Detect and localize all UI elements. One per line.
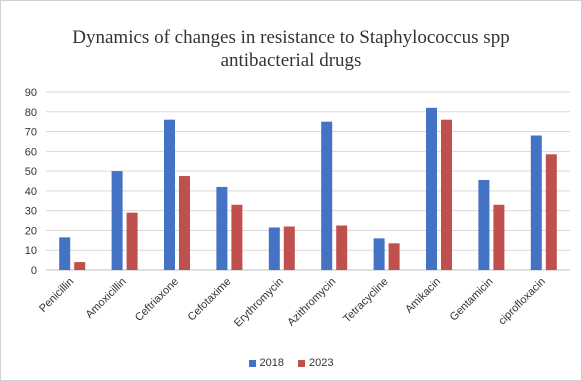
y-tick-label: 30 <box>25 206 37 218</box>
y-tick-label: 50 <box>25 166 37 178</box>
legend-label-2018: 2018 <box>259 357 284 369</box>
x-category-label: Tetracycline <box>341 276 391 326</box>
y-tick-label: 60 <box>25 146 37 158</box>
bar-2023-azithromycin <box>336 225 348 270</box>
bar-2018-azithromycin <box>321 121 333 271</box>
chart-title: Dynamics of changes in resistance to Sta… <box>0 26 582 72</box>
bar-2018-tetracycline <box>373 238 385 270</box>
bar-2018-amikacin <box>426 107 437 270</box>
bar-2018-penicillin <box>59 237 71 270</box>
bar-2023-amikacin <box>441 119 452 270</box>
x-category-label: Erythromycin <box>232 276 286 330</box>
legend-label-2023: 2023 <box>309 357 334 369</box>
bar-2023-gentamicin <box>493 204 505 270</box>
bar-2023-ceftriaxone <box>179 176 190 270</box>
x-category-label: Cefotaxime <box>186 276 234 324</box>
legend-item-2023: 2023 <box>298 357 333 369</box>
bar-2018-ciprofloxacin <box>530 135 542 270</box>
bar-2018-ceftriaxone <box>164 119 175 270</box>
y-tick-label: 70 <box>25 127 37 139</box>
bar-2023-tetracycline <box>388 243 400 270</box>
bar-2023-ciprofloxacin <box>545 154 557 270</box>
x-category-label: Azithromycin <box>285 276 338 329</box>
y-tick-label: 90 <box>25 87 37 99</box>
chart-title-line-2: antibacterial drugs <box>220 50 362 71</box>
bar-2023-erythromycin <box>283 226 295 270</box>
bar-2018-gentamicin <box>478 180 490 270</box>
chart-legend: 2018 2023 <box>0 357 582 369</box>
x-category-label: Ceftriaxone <box>133 276 181 324</box>
legend-swatch-2023 <box>298 359 305 367</box>
y-tick-label: 10 <box>25 245 37 257</box>
x-category-label: ciprofloxacin <box>496 276 548 328</box>
legend-swatch-2018 <box>248 359 256 367</box>
bar-2018-amoxicillin <box>111 171 123 270</box>
legend-item-2018: 2018 <box>248 357 284 369</box>
y-tick-label: 40 <box>25 186 37 198</box>
x-category-label: Amoxicillin <box>83 276 128 321</box>
bar-2018-erythromycin <box>268 227 280 270</box>
x-category-label: Amikacin <box>403 276 443 316</box>
x-category-label: Gentamicin <box>448 276 496 324</box>
bar-2023-amoxicillin <box>126 212 138 270</box>
x-category-label: Penicillin <box>37 276 76 315</box>
bar-2018-cefotaxime <box>216 186 228 270</box>
y-tick-label: 80 <box>25 107 37 119</box>
bar-2023-penicillin <box>74 262 86 270</box>
y-tick-label: 0 <box>31 265 37 277</box>
y-tick-label: 20 <box>25 225 37 237</box>
bar-2023-cefotaxime <box>231 204 243 270</box>
chart-title-line-1: Dynamics of changes in resistance to Sta… <box>72 27 510 48</box>
